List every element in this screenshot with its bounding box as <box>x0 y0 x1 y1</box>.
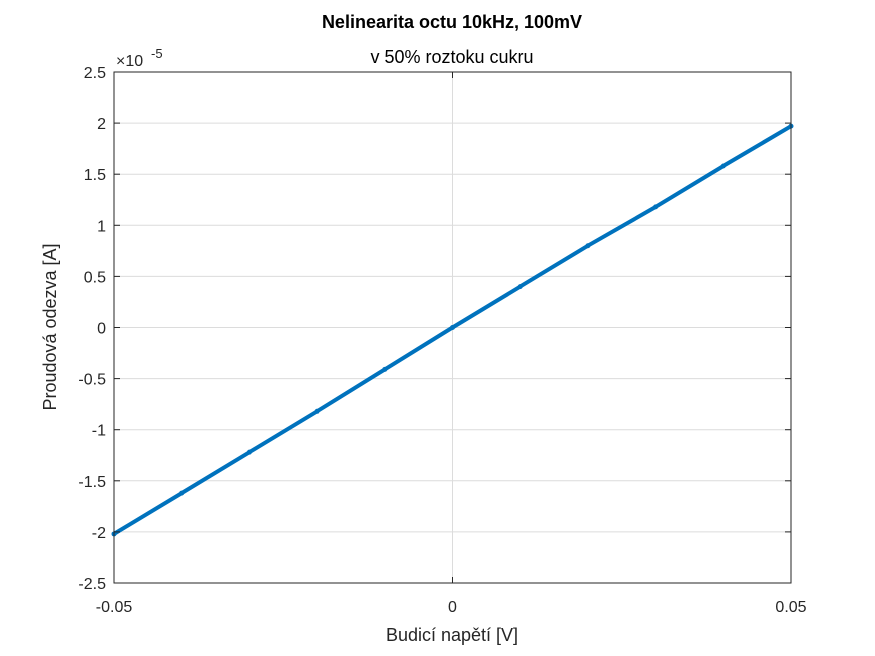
data-point <box>720 163 726 169</box>
data-point <box>382 366 388 372</box>
x-tick-label: 0.05 <box>775 599 806 616</box>
x-tick-label: 0 <box>448 599 457 616</box>
x-axis-label: Budicí napětí [V] <box>386 625 518 645</box>
y-ticks: -2.5 -2 -1.5 -1 -0.5 0 0.5 1 1.5 2 2.5 <box>78 65 791 593</box>
y-tick-label: -2 <box>92 525 106 542</box>
y-exponent-power: -5 <box>151 46 163 61</box>
y-tick-label: -2.5 <box>78 576 106 593</box>
y-tick-label: -1.5 <box>78 474 106 491</box>
y-tick-label: 0.5 <box>84 269 106 286</box>
y-tick-label: 2.5 <box>84 65 106 82</box>
chart-subtitle: v 50% roztoku cukru <box>370 47 533 67</box>
data-point <box>517 284 523 290</box>
grid <box>113 71 792 584</box>
y-tick-label: -1 <box>92 423 106 440</box>
data-point <box>585 243 591 249</box>
data-point <box>179 490 185 496</box>
data-point <box>246 449 252 455</box>
y-tick-label: 1.5 <box>84 167 106 184</box>
y-exponent-base: ×10 <box>116 53 143 70</box>
data-point <box>653 204 659 210</box>
x-tick-label: -0.05 <box>96 599 133 616</box>
y-tick-label: 1 <box>97 218 106 235</box>
x-ticks: -0.05 0 0.05 <box>96 72 807 616</box>
data-point <box>450 325 455 330</box>
data-point <box>314 408 320 414</box>
y-axis-label: Proudová odezva [A] <box>40 243 60 410</box>
y-tick-label: 0 <box>97 321 106 338</box>
y-tick-label: -0.5 <box>78 372 106 389</box>
y-tick-label: 2 <box>97 116 106 133</box>
chart-title: Nelinearita octu 10kHz, 100mV <box>322 12 582 32</box>
